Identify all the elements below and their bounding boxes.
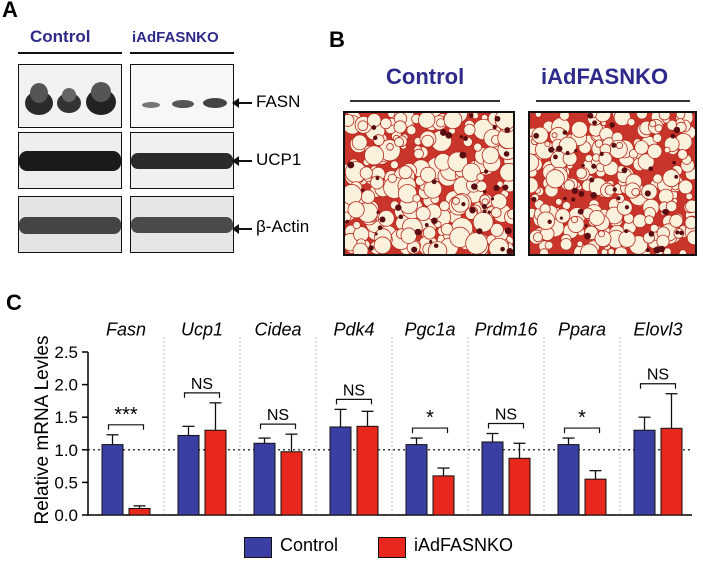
fasn-arrow-icon: [232, 98, 252, 108]
significance-label: NS: [343, 382, 365, 399]
significance-label: ***: [114, 404, 138, 426]
ucp1-blot-control: [18, 132, 122, 189]
fasn-band-label: FASN: [256, 92, 301, 111]
gene-label-elovl3: Elovl3: [633, 320, 682, 340]
significance-bracket: [107, 424, 145, 430]
y-tick-label: 1.0: [54, 441, 78, 460]
control-bar-pdk4: [329, 426, 352, 516]
control-bar-fasn: [101, 444, 124, 516]
gene-label-pdk4: Pdk4: [333, 320, 374, 340]
blot-control-underline: [18, 52, 122, 54]
control-bar-elovl3: [633, 429, 656, 516]
control-bar-ppara: [557, 444, 580, 516]
panel-a-letter: A: [2, 0, 18, 22]
gene-label-prdm16: Prdm16: [474, 320, 538, 340]
ko-bar-ppara: [584, 478, 607, 516]
y-tick-label: 0.5: [54, 473, 78, 492]
fasn-blot-control: [18, 64, 122, 128]
gene-label-pgc1a: Pgc1a: [404, 320, 455, 340]
blot-ko-underline: [130, 52, 234, 54]
histo-control-underline: [350, 100, 500, 102]
significance-bracket: [259, 423, 297, 430]
significance-bracket: [487, 422, 525, 429]
histology-image-control: [343, 111, 515, 256]
histo-ko-underline: [536, 100, 690, 102]
ko-bar-prdm16: [508, 457, 531, 516]
gene-label-ucp1: Ucp1: [181, 320, 223, 340]
significance-label: NS: [191, 376, 213, 393]
panel-b-letter: B: [329, 27, 345, 52]
histo-control-label: Control: [386, 64, 465, 89]
significance-bracket: [411, 427, 449, 434]
ko-bar-fasn: [128, 507, 151, 516]
histology-image-ko: [528, 111, 697, 256]
significance-bracket: [183, 392, 221, 398]
actin-blot-control: [18, 196, 122, 253]
significance-bracket: [335, 398, 373, 405]
gene-label-fasn: Fasn: [106, 320, 146, 340]
actin-arrow-icon: [232, 224, 252, 234]
blot-ko-label: iAdFASNKO: [132, 29, 219, 46]
ko-bar-pdk4: [356, 425, 379, 516]
ucp1-blot-ko: [130, 132, 234, 189]
control-bar-ucp1: [177, 434, 200, 516]
significance-label: NS: [647, 367, 669, 384]
significance-bracket: [563, 427, 601, 434]
ko-bar-cidea: [280, 451, 303, 516]
significance-label: *: [426, 407, 434, 429]
y-tick-label: 1.5: [54, 408, 78, 427]
actin-band-label: β-Actin: [256, 217, 310, 236]
y-tick-label: 2.0: [54, 376, 78, 395]
gene-label-cidea: Cidea: [254, 320, 301, 340]
actin-blot-ko: [130, 196, 234, 253]
fasn-blot-ko: [130, 64, 234, 128]
gene-label-ppara: Ppara: [558, 320, 606, 340]
y-tick-label: 2.5: [54, 343, 78, 362]
significance-bracket: [639, 383, 677, 389]
control-bar-cidea: [253, 442, 276, 516]
legend-ko-label: iAdFASNKO: [414, 535, 514, 555]
legend-control-swatch: [244, 537, 272, 558]
blot-control-label: Control: [30, 27, 91, 46]
legend-control-label: Control: [280, 535, 339, 555]
control-bar-prdm16: [481, 441, 504, 516]
histo-ko-label: iAdFASNKO: [541, 64, 669, 89]
ucp1-band-label: UCP1: [256, 150, 302, 169]
mrna-bar-chart: 0.0 0.5 1.0 1.5 2.0 2.5 Fasn *** Ucp1 NS Cidea NS Pd…: [54, 320, 692, 525]
significance-label: NS: [495, 407, 517, 424]
ko-bar-pgc1a: [432, 475, 455, 516]
significance-label: *: [578, 407, 586, 429]
y-tick-label: 0.0: [54, 506, 78, 525]
ko-bar-ucp1: [204, 429, 227, 516]
legend-ko-swatch: [378, 537, 406, 558]
ucp1-arrow-icon: [232, 156, 252, 166]
ko-bar-elovl3: [660, 427, 683, 516]
significance-label: NS: [267, 407, 289, 424]
control-bar-pgc1a: [405, 444, 428, 516]
panel-c-letter: C: [6, 290, 22, 315]
